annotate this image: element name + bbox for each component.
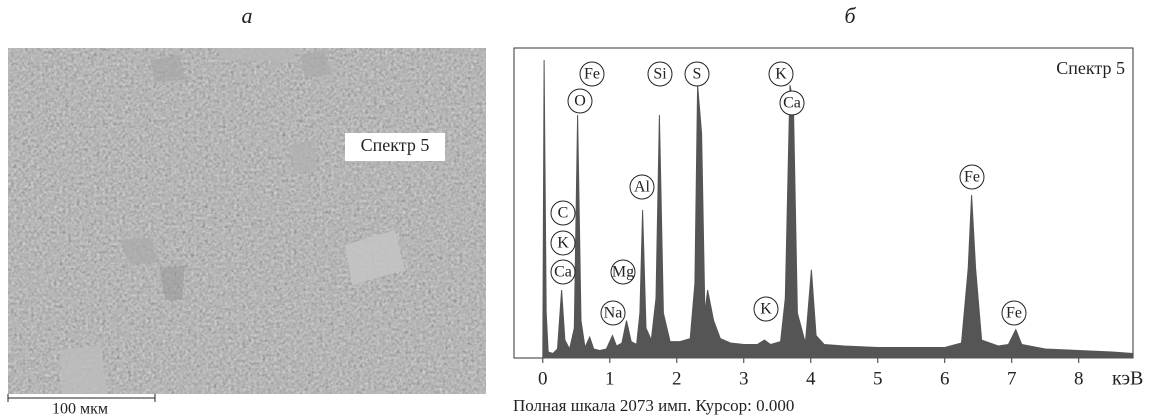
- peak-marker: [768, 61, 794, 87]
- x-tick-label: 4: [806, 368, 816, 389]
- chart-title: Спектр 5: [1056, 58, 1125, 78]
- x-tick-label: 0: [538, 368, 548, 389]
- peak-marker: [779, 90, 805, 116]
- peak-marker: [959, 164, 985, 190]
- peak-label: Ca: [554, 264, 572, 281]
- peak-label: Fe: [1006, 305, 1022, 322]
- peak-marker: [629, 174, 655, 200]
- footer: Полная шкала 2073 имп. Курсор: 0.000: [513, 396, 794, 415]
- peak-label: K: [775, 66, 787, 83]
- x-tick-label: 2: [672, 368, 682, 389]
- panel-label: б: [844, 3, 856, 28]
- peak-label: Fe: [584, 66, 600, 83]
- x-axis-label: кэВ: [1112, 368, 1143, 390]
- x-tick-label: 1: [605, 368, 615, 389]
- peak-label: C: [558, 205, 569, 222]
- scale-bar-label: 100 мкм: [52, 401, 108, 417]
- peak-marker: [600, 300, 626, 326]
- peak-marker: [647, 61, 673, 87]
- x-tick-label: 6: [940, 368, 950, 389]
- x-tick-label: 5: [873, 368, 883, 389]
- x-tick-label: 7: [1007, 368, 1017, 389]
- peak-marker: [550, 200, 576, 226]
- scale-bar: [7, 394, 156, 402]
- peak-marker: [1001, 300, 1027, 326]
- peak-label: Mg: [612, 264, 634, 281]
- sem-image: [8, 48, 486, 394]
- peak-label: K: [760, 301, 772, 318]
- peak-marker: [550, 230, 576, 256]
- peak-marker: [550, 259, 576, 285]
- peak-label: K: [557, 235, 569, 252]
- peak-marker: [579, 61, 605, 87]
- peak-label: Si: [653, 66, 667, 83]
- peak-label: O: [574, 93, 586, 110]
- peak-label: Fe: [964, 169, 980, 186]
- x-tick-label: 8: [1074, 368, 1084, 389]
- spectrum: [542, 59, 1133, 359]
- spot-label: Спектр 5: [361, 135, 430, 155]
- x-tick-label: 3: [739, 368, 749, 389]
- peak-label: Al: [634, 179, 651, 196]
- peak-label: Na: [604, 305, 623, 322]
- peak-marker: [684, 61, 710, 87]
- peak-marker: [753, 296, 779, 322]
- peak-marker: [610, 259, 636, 285]
- peak-marker: [567, 88, 593, 114]
- panel-label: а: [242, 3, 253, 28]
- peak-label: S: [693, 66, 702, 83]
- peak-label: Ca: [783, 95, 801, 112]
